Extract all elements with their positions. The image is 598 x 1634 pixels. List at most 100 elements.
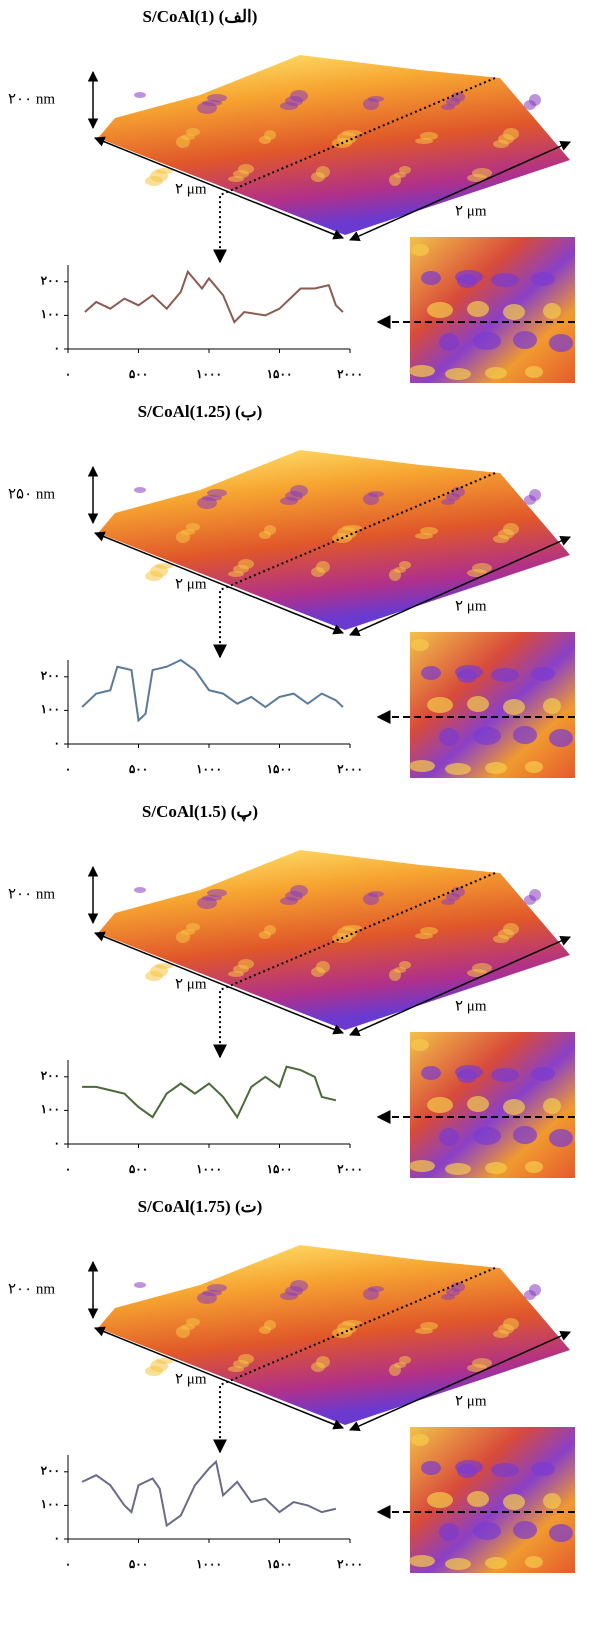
surface-texture [415, 1328, 433, 1334]
surface-texture [493, 1330, 509, 1338]
y-tick-label: ۱۰۰ [41, 702, 60, 716]
surface-texture [524, 100, 536, 110]
y-tick-label: ۲۰۰ [41, 1464, 60, 1478]
axis-arrow [94, 1326, 344, 1430]
width-label: ۲ μm [455, 598, 487, 614]
map-texture [409, 365, 435, 377]
surface-texture [186, 923, 200, 931]
surface-texture [420, 1322, 438, 1330]
x-tick-label: ۱۵۰۰ [267, 1162, 293, 1176]
x-tick-label: ۰ [65, 1557, 71, 1571]
height-label: ۲۰۰ nm [8, 886, 55, 902]
map-texture [409, 1555, 435, 1567]
map-texture [543, 1493, 561, 1509]
map-texture [439, 333, 459, 351]
surface-texture [280, 1292, 298, 1300]
map-texture [439, 1128, 459, 1146]
map-texture [491, 1463, 519, 1477]
map-texture [427, 302, 453, 318]
map-texture [427, 1492, 453, 1508]
surface-texture [176, 136, 190, 148]
x-tick-label: ۵۰۰ [129, 367, 148, 381]
map-texture [543, 303, 561, 319]
map-texture [485, 1557, 507, 1569]
map-texture [525, 1556, 543, 1568]
map-texture [491, 668, 519, 682]
y-tick-label: ۲۰۰ [41, 274, 60, 288]
surface-texture [415, 533, 433, 539]
axis-arrow [349, 536, 571, 636]
surface-texture [441, 1294, 455, 1300]
map-texture [455, 270, 483, 284]
surface-texture [363, 98, 379, 110]
x-tick-label: ۰ [65, 762, 71, 776]
surface-texture [446, 893, 460, 901]
axis-arrow [94, 136, 344, 240]
map-texture [513, 1126, 537, 1144]
width-label: ۲ μm [175, 976, 207, 992]
surface-texture [420, 527, 438, 535]
map-texture [549, 334, 573, 352]
y-tick-label: ۱۰۰ [41, 1497, 60, 1511]
width-label: ۲ μm [175, 576, 207, 592]
map-texture [467, 301, 489, 317]
map-texture [503, 699, 525, 715]
map-texture [531, 272, 555, 286]
width-label: ۲ μm [455, 203, 487, 219]
surface-texture [259, 931, 271, 939]
surface-texture [176, 931, 190, 943]
map-texture [467, 1096, 489, 1112]
map-texture [421, 666, 441, 680]
surface-texture [134, 1282, 146, 1288]
width-label: ۲ μm [455, 1393, 487, 1409]
surface-texture [311, 172, 325, 182]
y-tick-label: ۰ [54, 736, 60, 750]
x-tick-label: ۵۰۰ [129, 762, 148, 776]
map-texture [421, 1066, 441, 1080]
width-label: ۲ μm [175, 1371, 207, 1387]
map-texture [473, 727, 501, 745]
map-texture [525, 761, 543, 773]
map-texture [531, 1067, 555, 1081]
map-texture [467, 696, 489, 712]
surface-texture [493, 535, 509, 543]
map-texture [473, 1522, 501, 1540]
surface-texture [415, 138, 433, 144]
axis-arrow [349, 141, 571, 241]
y-tick-label: ۱۰۰ [41, 1102, 60, 1116]
map-texture [421, 1461, 441, 1475]
surface-texture [389, 969, 401, 981]
y-tick-label: ۲۰۰ [41, 669, 60, 683]
width-label: ۲ μm [175, 181, 207, 197]
map-texture [409, 1160, 435, 1172]
surface-texture [145, 971, 163, 981]
surface-texture [197, 1292, 217, 1304]
x-tick-label: ۱۰۰۰ [196, 1557, 222, 1571]
surface-texture [134, 92, 146, 98]
surface-texture [145, 176, 163, 186]
map-texture [491, 273, 519, 287]
axis-arrow [349, 1331, 571, 1431]
surface-texture [363, 893, 379, 905]
surface-texture [228, 1366, 244, 1372]
map-texture [427, 1097, 453, 1113]
panel-title: S/CoAl(1) (الف) [143, 7, 258, 26]
map-texture [513, 726, 537, 744]
surface-texture [259, 1326, 271, 1334]
y-tick-label: ۱۰۰ [41, 307, 60, 321]
map-texture [513, 1521, 537, 1539]
surface-texture [524, 495, 536, 505]
map-texture [445, 1163, 471, 1175]
surface-texture [363, 493, 379, 505]
surface-texture [197, 102, 217, 114]
surface-texture [176, 531, 190, 543]
x-tick-label: ۵۰۰ [129, 1557, 148, 1571]
surface-texture [186, 1318, 200, 1326]
map-texture [411, 244, 429, 256]
surface-texture [228, 176, 244, 182]
surface-texture [176, 1326, 190, 1338]
surface-texture [415, 933, 433, 939]
width-label: ۲ μm [455, 998, 487, 1014]
map-texture [531, 667, 555, 681]
